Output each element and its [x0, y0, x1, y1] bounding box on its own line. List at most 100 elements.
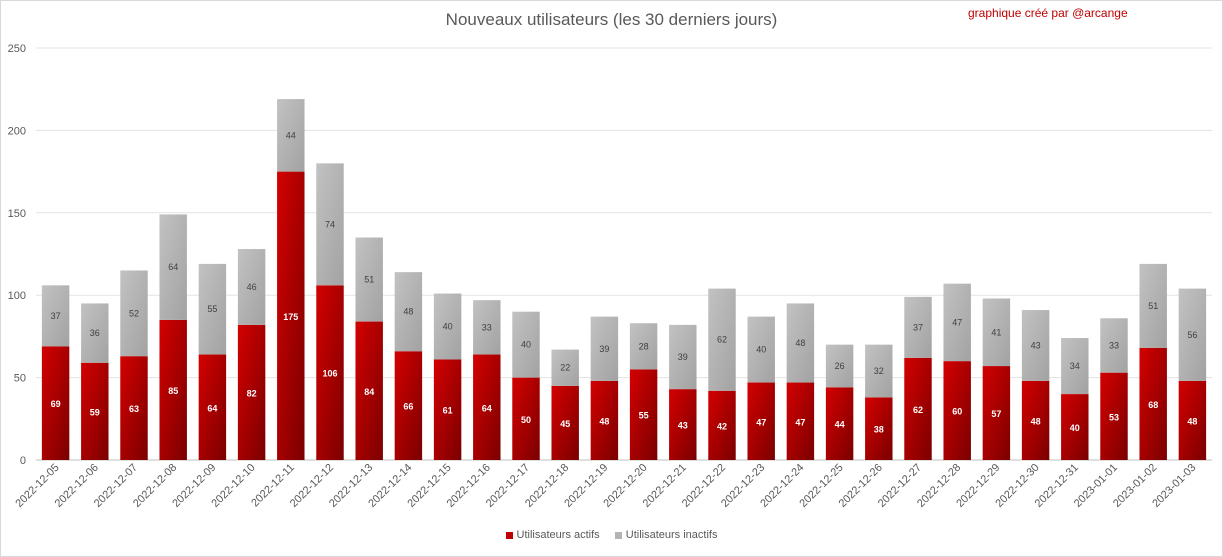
legend-label-actifs: Utilisateurs actifs: [516, 529, 600, 541]
legend: Utilisateurs actifs Utilisateurs inactif…: [0, 529, 1223, 542]
bar-inactifs: [786, 303, 815, 383]
data-label-actifs: 175: [283, 312, 298, 322]
data-label-inactifs: 41: [991, 327, 1001, 337]
data-label-actifs: 53: [1109, 412, 1119, 422]
data-label-actifs: 48: [599, 416, 609, 426]
bar-actifs: [708, 390, 736, 460]
data-label-inactifs: 51: [1148, 301, 1158, 311]
y-tick-label: 0: [20, 455, 26, 467]
bar-inactifs: [198, 263, 227, 355]
bar-actifs: [120, 356, 148, 460]
bar-actifs: [277, 171, 305, 460]
data-label-inactifs: 55: [207, 304, 217, 314]
bar-inactifs: [159, 214, 187, 320]
x-axis: 2022-12-052022-12-062022-12-072022-12-08…: [13, 462, 1198, 510]
data-label-inactifs: 40: [521, 340, 531, 350]
bar-inactifs: [237, 249, 266, 325]
y-tick-label: 150: [8, 208, 26, 220]
data-label-inactifs: 28: [639, 341, 649, 351]
y-tick-label: 200: [8, 125, 26, 137]
data-label-actifs: 62: [913, 405, 923, 415]
data-label-inactifs: 33: [482, 322, 492, 332]
bar-inactifs: [1021, 310, 1050, 381]
bar-inactifs: [904, 296, 932, 358]
y-tick-label: 50: [14, 373, 26, 385]
bar-inactifs: [1100, 318, 1128, 373]
bar-inactifs: [81, 303, 109, 363]
bar-actifs: [433, 359, 462, 460]
bar-actifs: [198, 354, 227, 460]
data-label-actifs: 45: [560, 419, 570, 429]
chart-title: Nouveaux utilisateurs (les 30 derniers j…: [445, 10, 778, 29]
bar-actifs: [394, 351, 423, 460]
data-label-actifs: 44: [835, 420, 845, 430]
bar-inactifs: [277, 99, 305, 172]
bar-inactifs: [433, 293, 462, 360]
y-tick-label: 250: [8, 43, 26, 55]
bar-actifs: [629, 369, 658, 460]
data-label-actifs: 64: [207, 403, 217, 413]
y-axis: 0 50 100 150 200 250: [8, 43, 26, 467]
data-label-actifs: 40: [1070, 423, 1080, 433]
data-label-actifs: 66: [403, 402, 413, 412]
bar-actifs: [1100, 372, 1128, 460]
data-label-actifs: 82: [247, 388, 257, 398]
bar-actifs: [551, 385, 579, 460]
data-label-inactifs: 39: [678, 352, 688, 362]
data-label-inactifs: 44: [286, 130, 296, 140]
data-label-inactifs: 37: [913, 322, 923, 332]
data-label-inactifs: 40: [756, 345, 766, 355]
bars: 69 37 59 36 63 52 85 64 64 55 82 46 175 44 106 74 84 51 66…: [41, 99, 1207, 460]
data-label-inactifs: 52: [129, 308, 139, 318]
legend-swatch-inactifs: [614, 531, 622, 539]
data-label-actifs: 57: [991, 409, 1001, 419]
data-label-actifs: 48: [1031, 416, 1041, 426]
bar-inactifs: [41, 285, 70, 347]
bar-inactifs: [629, 323, 658, 370]
bar-actifs: [512, 377, 540, 460]
data-label-inactifs: 48: [795, 338, 805, 348]
legend-label-inactifs: Utilisateurs inactifs: [625, 529, 718, 541]
bar-inactifs: [825, 344, 854, 388]
bar-inactifs: [669, 324, 697, 390]
data-label-actifs: 43: [678, 421, 688, 431]
bar-actifs: [316, 285, 344, 460]
bar-inactifs: [512, 311, 540, 378]
data-label-inactifs: 34: [1070, 361, 1080, 371]
bar-actifs: [590, 380, 619, 460]
bar-actifs: [825, 387, 854, 460]
bar-actifs: [1021, 380, 1050, 460]
bar-actifs: [355, 321, 383, 460]
bar-actifs: [81, 362, 109, 460]
data-label-inactifs: 64: [168, 262, 178, 272]
data-label-inactifs: 74: [325, 219, 335, 229]
legend-item-inactifs: Utilisateurs inactifs: [614, 529, 718, 541]
data-label-inactifs: 56: [1187, 330, 1197, 340]
data-label-inactifs: 33: [1109, 340, 1119, 350]
legend-swatch-actifs: [505, 531, 513, 539]
data-label-inactifs: 43: [1031, 340, 1041, 350]
data-label-actifs: 48: [1187, 416, 1197, 426]
data-label-actifs: 68: [1148, 400, 1158, 410]
data-label-inactifs: 46: [247, 282, 257, 292]
data-label-actifs: 42: [717, 421, 727, 431]
bar-actifs: [159, 319, 187, 460]
bar-inactifs: [590, 316, 619, 381]
bar-inactifs: [355, 237, 383, 322]
bar-actifs: [982, 366, 1011, 460]
bar-actifs: [904, 357, 932, 460]
bar-inactifs: [394, 272, 423, 352]
bar-actifs: [1178, 380, 1207, 460]
data-label-actifs: 61: [443, 406, 453, 416]
data-label-inactifs: 47: [952, 317, 962, 327]
bar-inactifs: [708, 288, 736, 391]
chart-credit: graphique créé par @arcange: [968, 6, 1128, 20]
data-label-actifs: 59: [90, 407, 100, 417]
bar-inactifs: [1178, 288, 1207, 381]
bar-actifs: [786, 382, 815, 460]
data-label-actifs: 63: [129, 404, 139, 414]
bar-inactifs: [982, 298, 1011, 367]
bar-inactifs: [865, 344, 893, 398]
bar-inactifs: [943, 283, 971, 362]
